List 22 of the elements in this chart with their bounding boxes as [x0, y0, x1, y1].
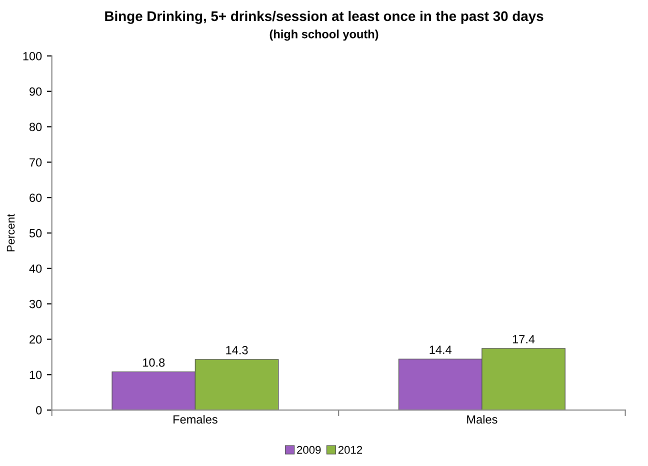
- y-tick-label: 80: [30, 122, 42, 132]
- chart-title: Binge Drinking, 5+ drinks/session at least once in the past 30 days: [105, 10, 544, 24]
- y-tick-label: 30: [29, 300, 42, 308]
- y-tick-label: 20: [30, 335, 42, 344]
- legend-label: 2009: [297, 446, 321, 454]
- data-label: 10.8: [143, 358, 165, 367]
- y-tick-label: 40: [29, 264, 42, 273]
- y-tick-label: 60: [30, 194, 42, 202]
- x-tick-label: Females: [174, 414, 218, 424]
- x-tick-label: Males: [467, 414, 498, 424]
- legend-label: 2012: [338, 446, 362, 454]
- data-label: 14.3: [226, 346, 248, 354]
- data-label: 14.4: [430, 346, 452, 354]
- y-tick-label: 50: [29, 229, 42, 238]
- y-tick-label: 0: [36, 406, 42, 414]
- y-tick-label: 90: [30, 87, 42, 96]
- data-label: 17.4: [512, 335, 535, 344]
- y-axis-title: Percent: [6, 214, 15, 252]
- chart-subtitle: (high school youth): [270, 30, 378, 41]
- y-tick-label: 100: [23, 52, 42, 60]
- y-tick-label: 70: [30, 158, 42, 167]
- y-tick-label: 10: [30, 370, 42, 380]
